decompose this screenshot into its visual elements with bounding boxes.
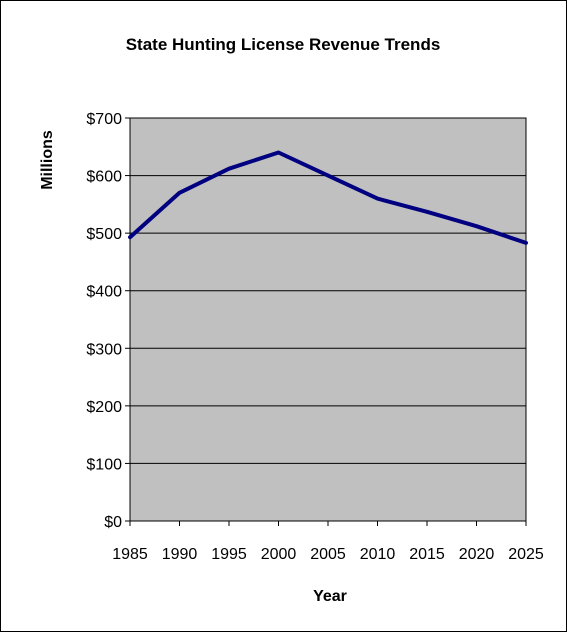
x-axis-label: Year <box>313 588 347 605</box>
y-tick-label: $500 <box>86 226 122 243</box>
y-tick-label: $700 <box>86 111 122 128</box>
x-tick-label: 2000 <box>261 546 297 563</box>
x-tick-label: 2010 <box>360 546 396 563</box>
series-line <box>128 150 528 245</box>
y-tick-label: $200 <box>86 399 122 416</box>
x-tick-label: 2005 <box>310 546 346 563</box>
x-axis: 1985 1990 1995 2000 2005 2010 2015 2020 2025 <box>112 521 544 563</box>
y-tick-label: $0 <box>104 514 122 531</box>
x-tick-label: 1995 <box>211 546 247 563</box>
y-tick-label: $400 <box>86 284 122 301</box>
x-tick-label: 1990 <box>162 546 198 563</box>
y-tick-label: $600 <box>86 169 122 186</box>
x-tick-label: 1985 <box>112 546 148 563</box>
x-tick-label: 2015 <box>409 546 445 563</box>
chart-title: State Hunting License Revenue Trends <box>126 35 441 54</box>
x-tick-label: 2020 <box>459 546 495 563</box>
y-axis-label: Millions <box>39 130 56 190</box>
x-tick-label: 2025 <box>508 546 544 563</box>
series-group <box>128 150 528 245</box>
y-tick-label: $300 <box>86 341 122 358</box>
y-axis: $0 $100 $200 $300 $400 $500 $600 $700 <box>86 111 130 531</box>
y-tick-label: $100 <box>86 456 122 473</box>
plot-area <box>129 117 527 522</box>
